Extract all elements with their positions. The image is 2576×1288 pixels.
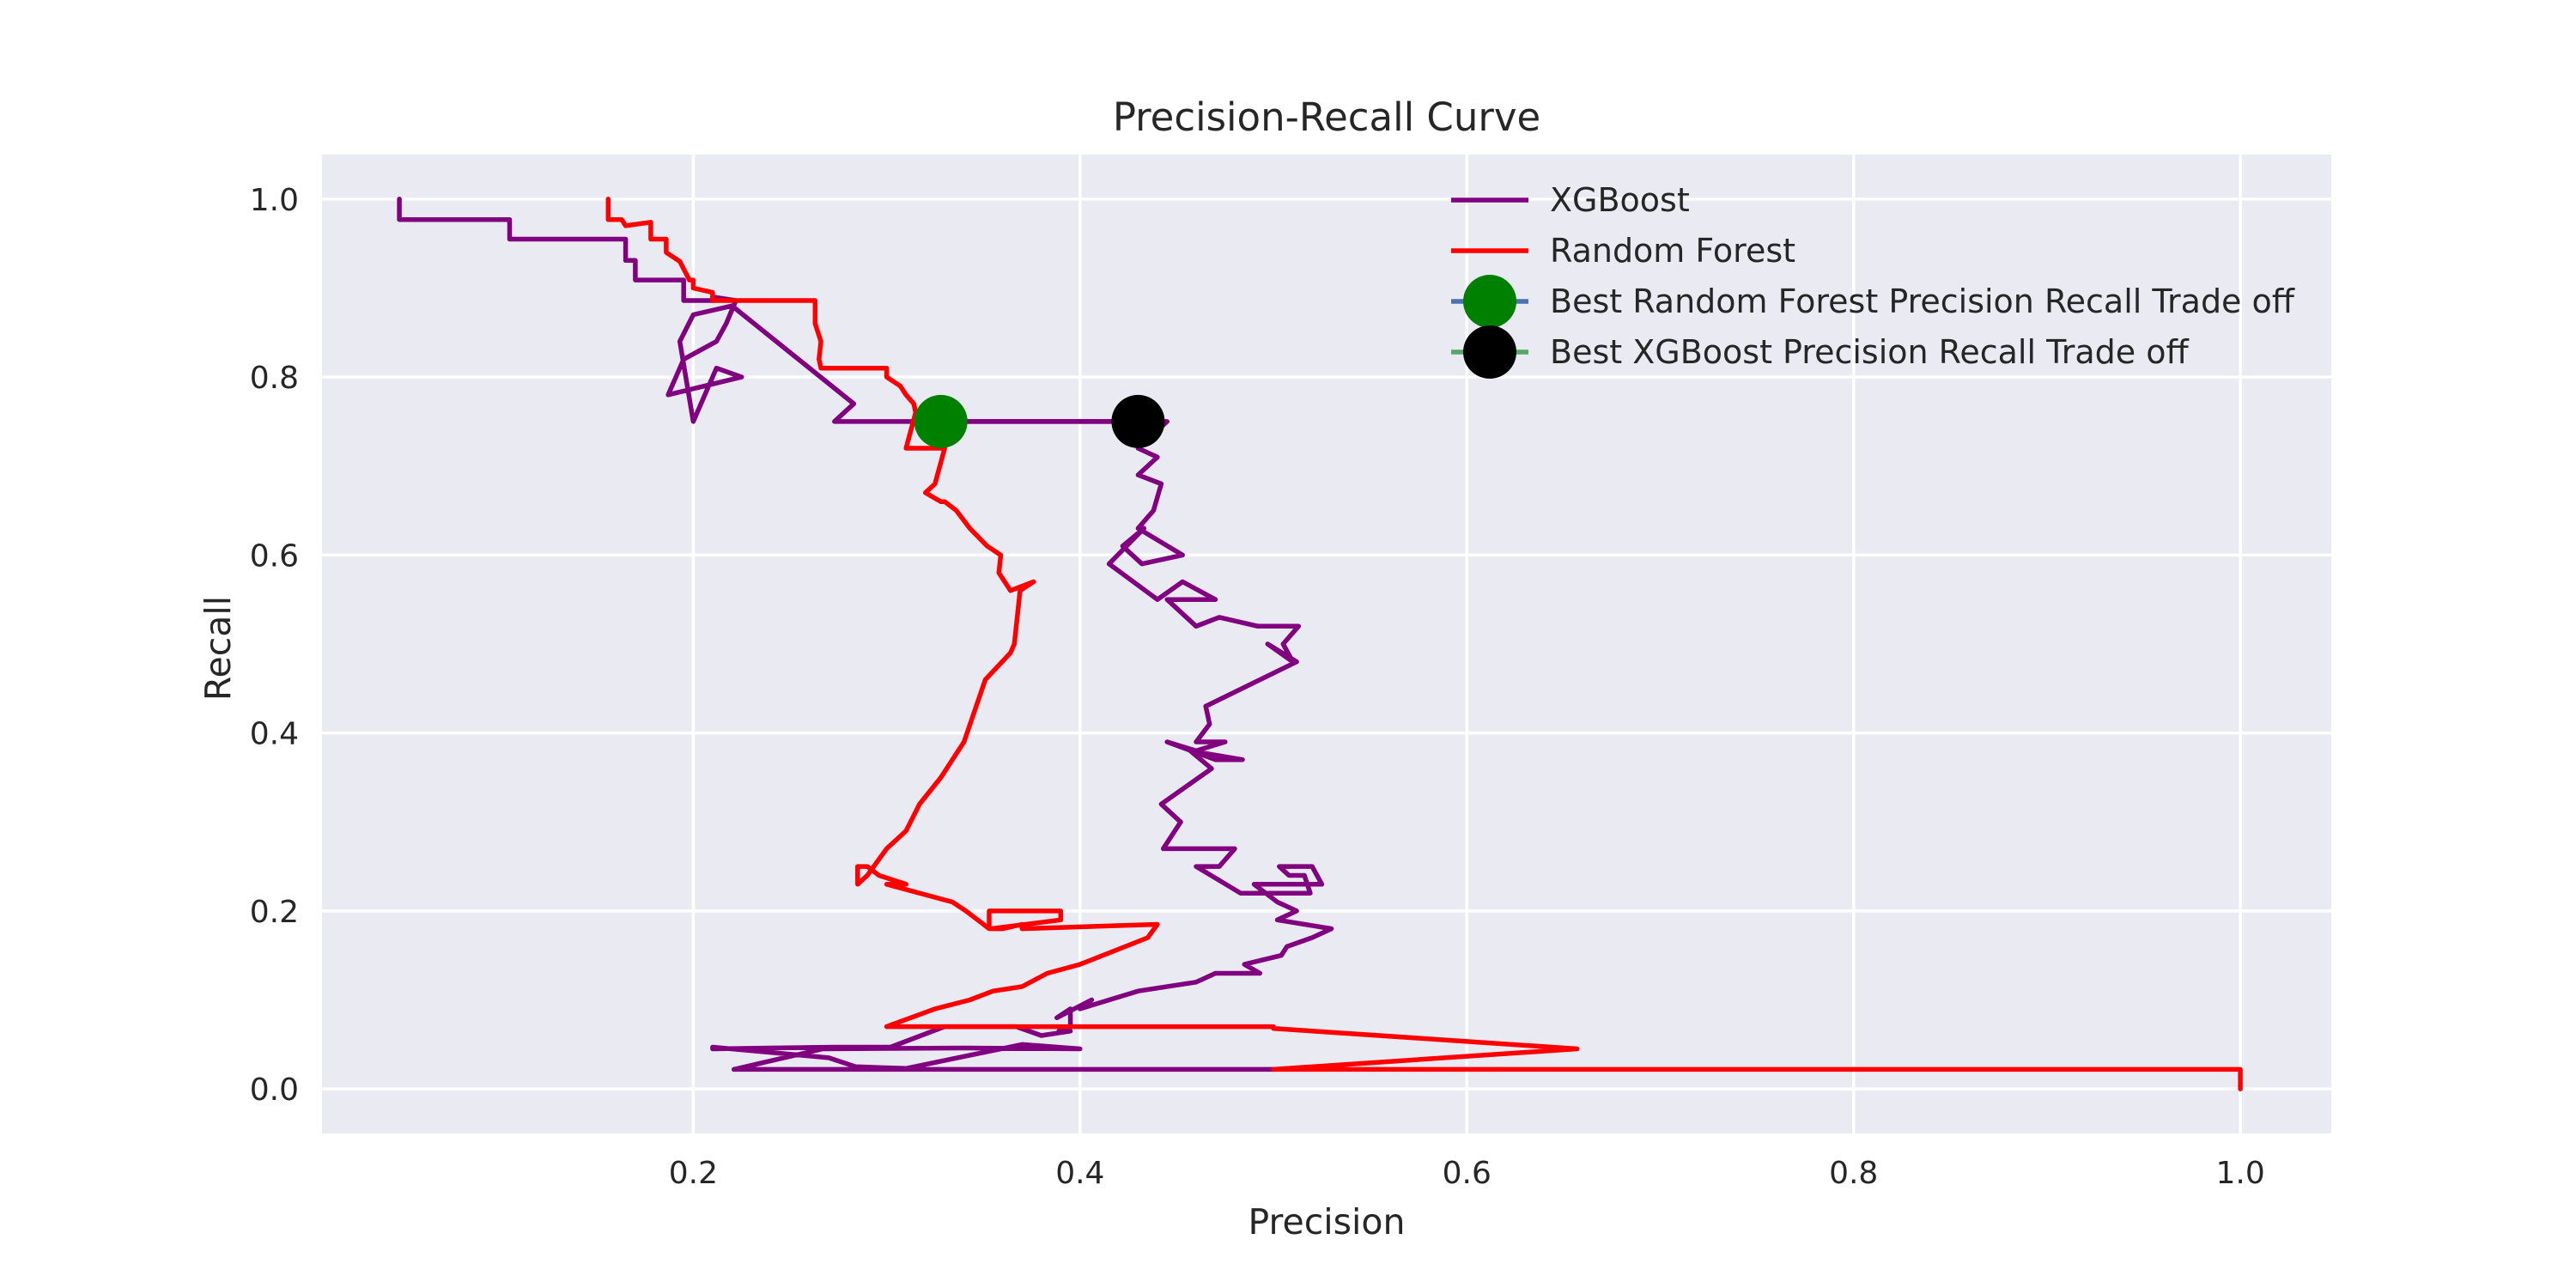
legend-label-best-random-forest: Best Random Forest Precision Recall Trad… (1550, 283, 2295, 320)
chart-title: Precision-Recall Curve (1113, 94, 1540, 140)
x-axis-label: Precision (1249, 1201, 1406, 1242)
grid-lines (322, 155, 2331, 1133)
y-tick-label: 0.4 (250, 717, 299, 752)
legend-marker-best-random-forest (1463, 275, 1516, 328)
legend-marker-best-xgboost (1463, 325, 1516, 379)
y-tick-label: 0.0 (250, 1072, 299, 1108)
y-tick-labels: 0.0 0.2 0.4 0.6 0.8 1.0 (250, 183, 299, 1108)
marker-layer (914, 394, 1165, 448)
x-tick-labels: 0.2 0.4 0.6 0.8 1.0 (669, 1156, 2265, 1191)
best-xgboost-marker (1111, 394, 1165, 448)
series-line-random-forest (605, 197, 2243, 1091)
plot-background (322, 155, 2331, 1133)
legend-label-random-forest: Random Forest (1550, 232, 1795, 270)
x-tick-label: 0.8 (1829, 1156, 1878, 1191)
y-tick-label: 0.8 (250, 361, 299, 396)
y-axis-label: Recall (197, 596, 239, 701)
legend-label-xgboost: XGBoost (1550, 181, 1690, 219)
series-layer (397, 197, 2243, 1091)
series-line-xgboost (397, 197, 1334, 1072)
y-tick-label: 0.6 (250, 538, 299, 574)
x-tick-label: 0.6 (1443, 1156, 1492, 1191)
y-tick-label: 0.2 (250, 895, 299, 930)
best-random-forest-marker (914, 394, 968, 448)
x-tick-label: 0.4 (1055, 1156, 1104, 1191)
y-tick-label: 1.0 (250, 183, 299, 218)
x-tick-label: 0.2 (669, 1156, 718, 1191)
legend: XGBoost Random Forest Best Random Forest P… (1451, 181, 2295, 379)
x-tick-label: 1.0 (2216, 1156, 2265, 1191)
legend-label-best-xgboost: Best XGBoost Precision Recall Trade off (1550, 333, 2189, 371)
